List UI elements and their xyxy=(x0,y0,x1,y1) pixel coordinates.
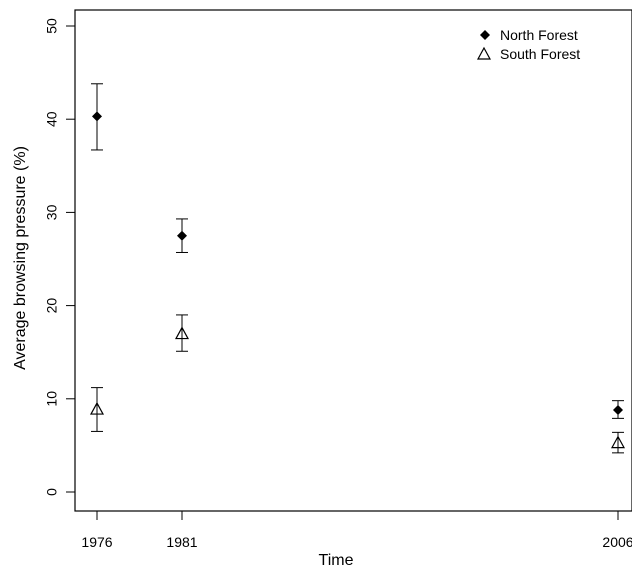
data-point-north-forest-0 xyxy=(92,111,102,121)
legend: North Forest South Forest xyxy=(478,27,580,62)
data-point-north-forest-1 xyxy=(177,231,187,241)
legend-marker-south-forest xyxy=(478,48,490,59)
x-tick-label-1981: 1981 xyxy=(166,534,197,550)
data-markers xyxy=(91,111,624,447)
x-tick-label-2006: 2006 xyxy=(602,534,632,550)
y-tick-label-50: 50 xyxy=(44,18,60,34)
legend-label-north-forest: North Forest xyxy=(500,27,578,43)
legend-label-south-forest: South Forest xyxy=(500,46,580,62)
x-axis-label: Time xyxy=(319,552,354,569)
y-tick-label-40: 40 xyxy=(44,111,60,127)
y-axis-ticks: 0 10 20 30 40 50 xyxy=(44,18,75,496)
error-bars xyxy=(91,84,624,453)
y-tick-label-0: 0 xyxy=(44,488,60,496)
x-tick-label-1976: 1976 xyxy=(81,534,112,550)
legend-marker-north-forest xyxy=(480,30,490,40)
y-tick-label-10: 10 xyxy=(44,391,60,407)
y-axis-label: Average browsing pressure (%) xyxy=(12,146,29,370)
y-tick-label-30: 30 xyxy=(44,204,60,220)
y-tick-label-20: 20 xyxy=(44,298,60,314)
plot-frame xyxy=(75,10,632,511)
x-axis-ticks: 1976 1981 2006 xyxy=(81,511,632,550)
data-point-north-forest-2 xyxy=(613,405,623,415)
